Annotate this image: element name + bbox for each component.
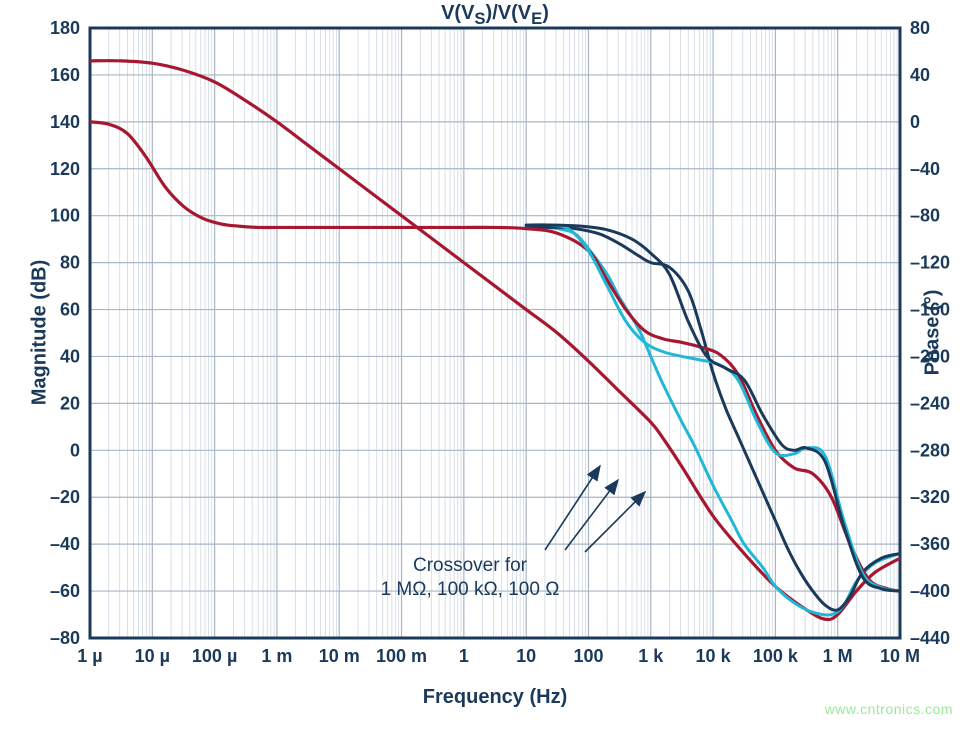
svg-text:60: 60 — [60, 300, 80, 320]
svg-text:40: 40 — [910, 65, 930, 85]
svg-text:40: 40 — [60, 346, 80, 366]
svg-text:100 µ: 100 µ — [192, 646, 237, 666]
svg-text:10: 10 — [516, 646, 536, 666]
svg-text:–280: –280 — [910, 440, 950, 460]
svg-text:1 µ: 1 µ — [77, 646, 102, 666]
svg-text:100: 100 — [50, 206, 80, 226]
svg-text:–400: –400 — [910, 581, 950, 601]
svg-text:20: 20 — [60, 393, 80, 413]
annotation-line2: 1 MΩ, 100 kΩ, 100 Ω — [381, 579, 560, 600]
svg-text:120: 120 — [50, 159, 80, 179]
svg-text:160: 160 — [50, 65, 80, 85]
svg-text:0: 0 — [910, 112, 920, 132]
svg-text:100: 100 — [573, 646, 603, 666]
svg-text:10 M: 10 M — [880, 646, 920, 666]
svg-text:100 k: 100 k — [753, 646, 799, 666]
svg-text:–60: –60 — [50, 581, 80, 601]
svg-text:180: 180 — [50, 18, 80, 38]
chart-canvas: 1 µ 10 µ 100 µ 1 m 10 m 100 m 1 10 100 1 k 10 k 100… — [0, 0, 963, 729]
svg-text:0: 0 — [70, 440, 80, 460]
svg-text:1 k: 1 k — [638, 646, 664, 666]
svg-text:–320: –320 — [910, 487, 950, 507]
svg-text:–80: –80 — [50, 628, 80, 648]
svg-text:140: 140 — [50, 112, 80, 132]
svg-text:–80: –80 — [910, 206, 940, 226]
svg-text:1 m: 1 m — [261, 646, 292, 666]
svg-text:–40: –40 — [50, 534, 80, 554]
chart-title: V(VS)/V(VE) — [415, 2, 575, 29]
watermark: www.cntronics.com — [825, 701, 953, 717]
svg-text:10 k: 10 k — [696, 646, 732, 666]
x-axis-label: Frequency (Hz) — [395, 686, 595, 709]
crossover-annotation: Crossover for 1 MΩ, 100 kΩ, 100 Ω — [360, 554, 580, 602]
y-right-axis-label: Phase (°) — [922, 253, 945, 413]
y-left-axis-label: Magnitude (dB) — [29, 253, 52, 413]
svg-text:1 M: 1 M — [823, 646, 853, 666]
svg-text:–40: –40 — [910, 159, 940, 179]
svg-text:80: 80 — [910, 18, 930, 38]
svg-text:10 µ: 10 µ — [135, 646, 170, 666]
svg-text:–360: –360 — [910, 534, 950, 554]
svg-text:10 m: 10 m — [319, 646, 360, 666]
svg-text:–20: –20 — [50, 487, 80, 507]
svg-text:1: 1 — [459, 646, 469, 666]
svg-text:–440: –440 — [910, 628, 950, 648]
bode-plot-chart: 1 µ 10 µ 100 µ 1 m 10 m 100 m 1 10 100 1 k 10 k 100… — [0, 0, 963, 729]
svg-text:80: 80 — [60, 253, 80, 273]
annotation-line1: Crossover for — [413, 555, 527, 576]
svg-text:100 m: 100 m — [376, 646, 427, 666]
